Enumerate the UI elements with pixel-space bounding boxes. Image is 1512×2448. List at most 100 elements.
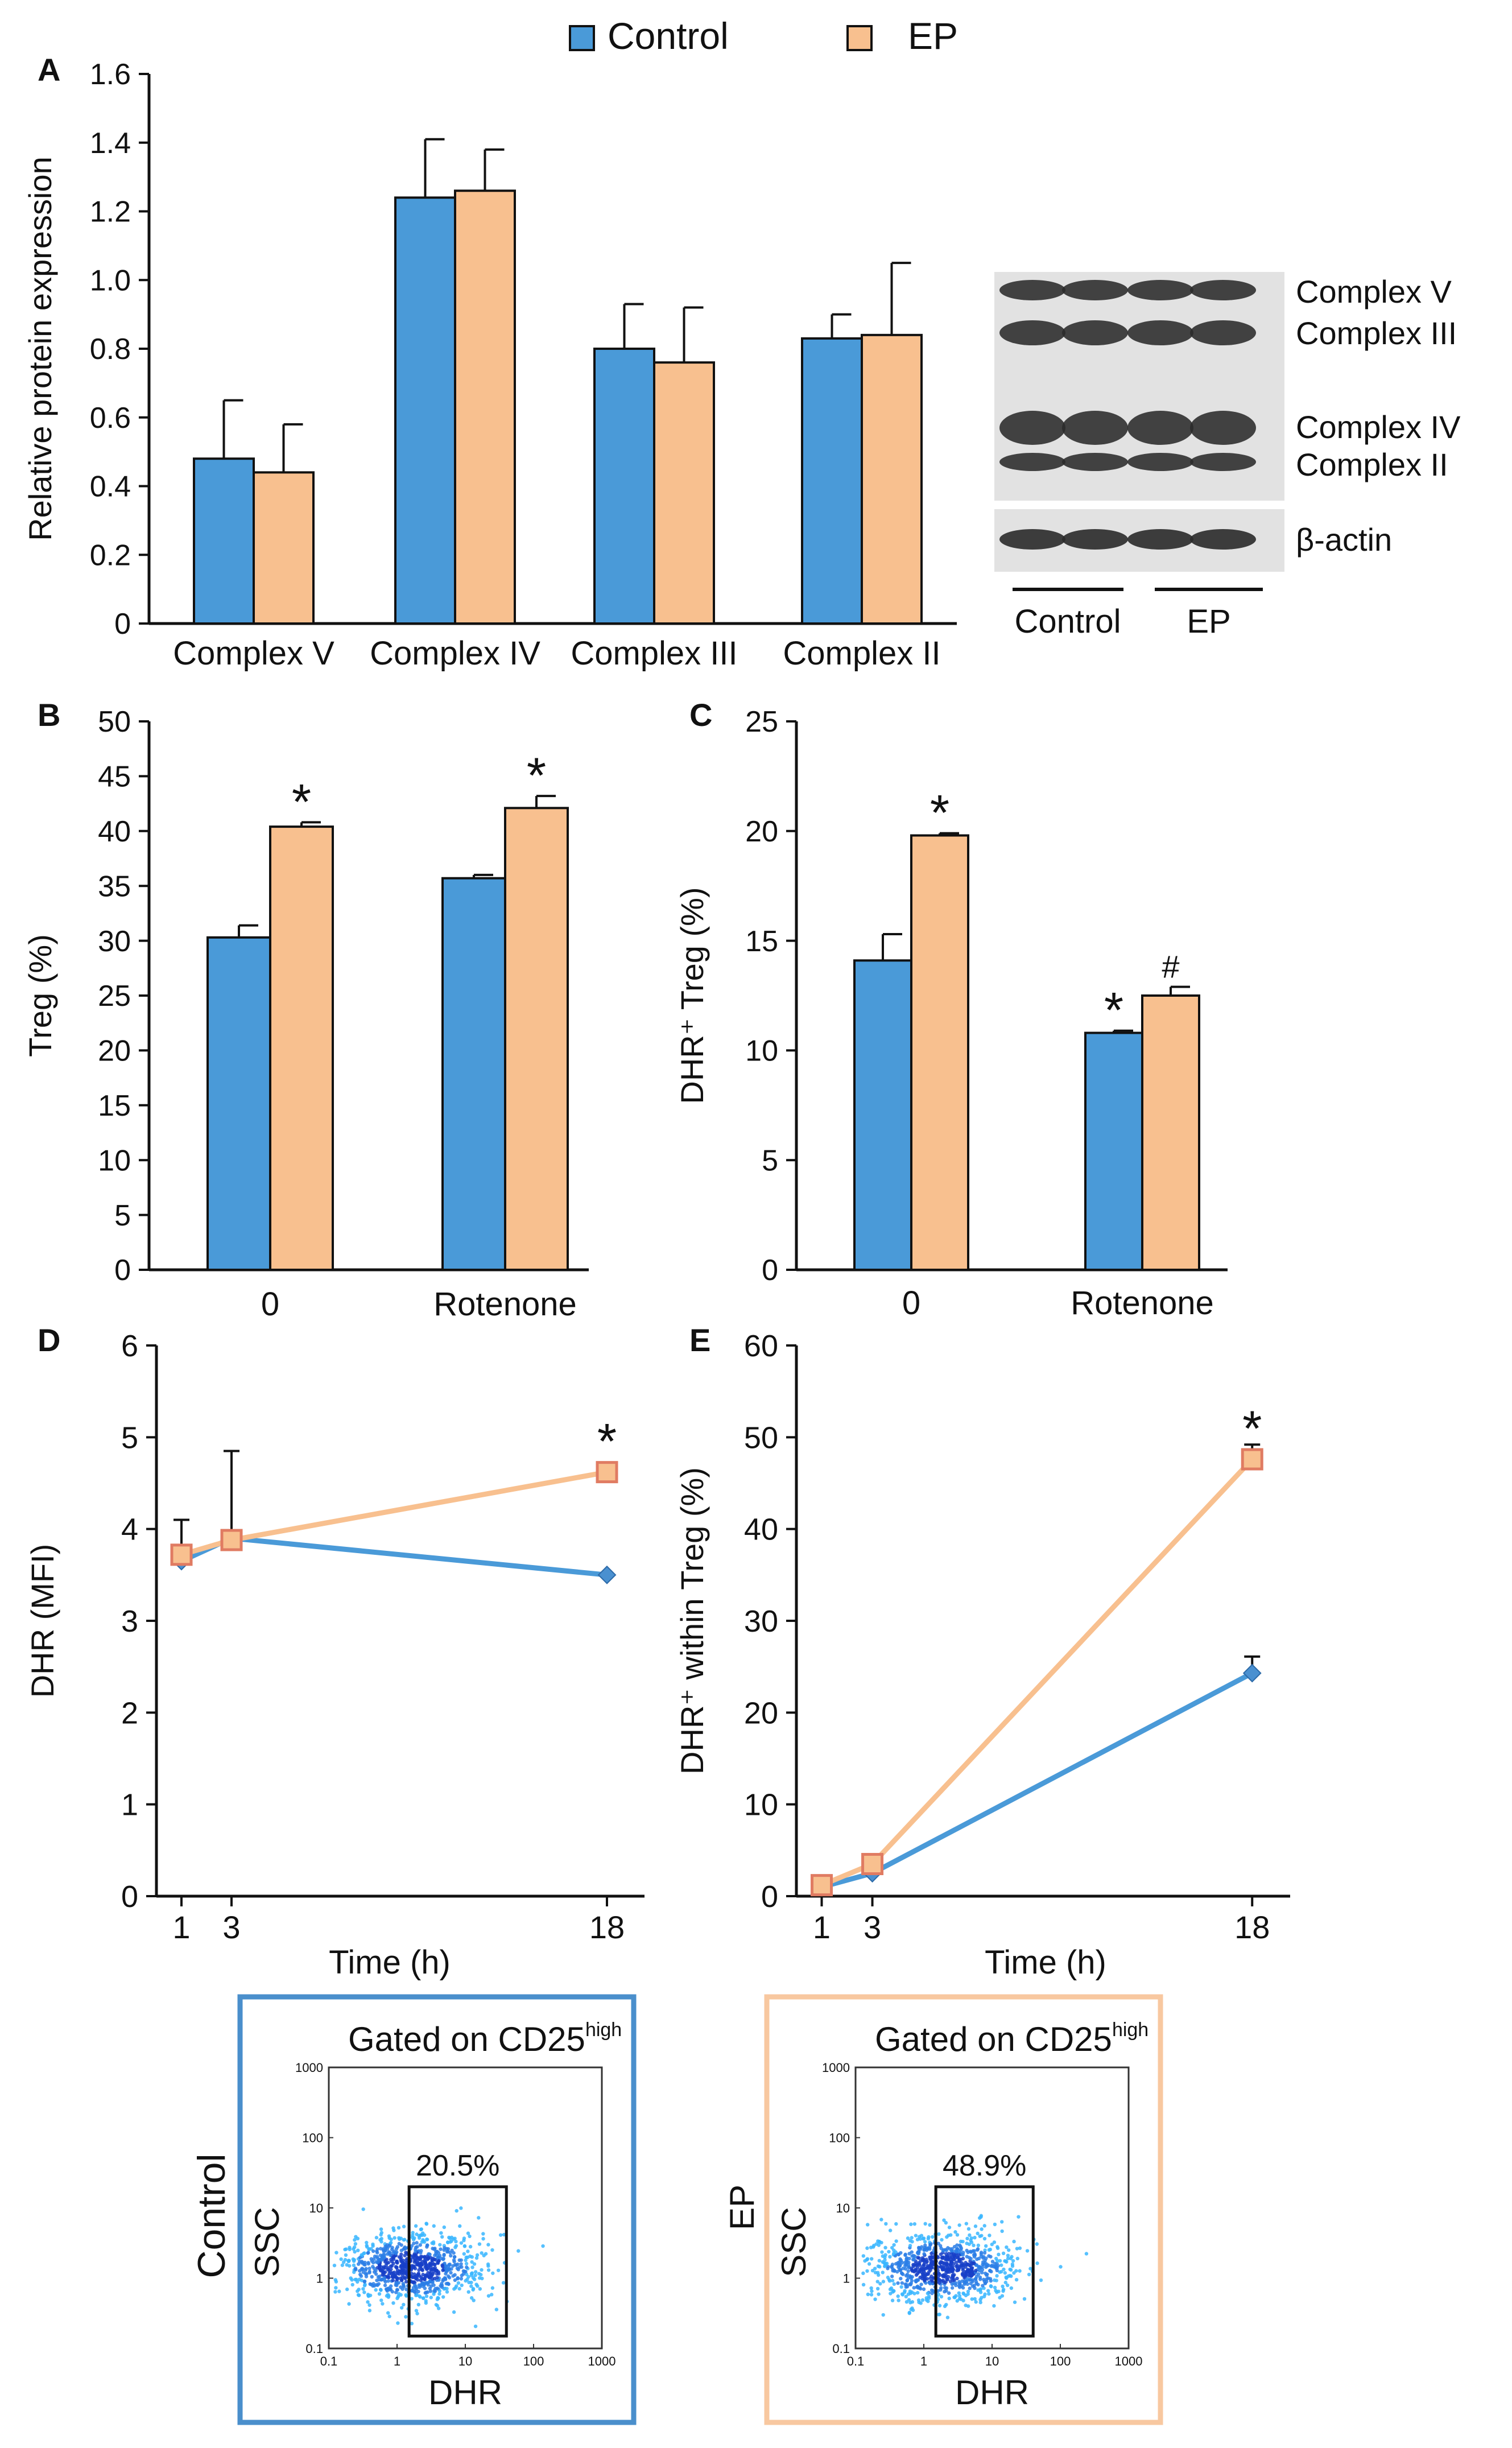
flow-event [1003, 2259, 1008, 2263]
flow-event [957, 2294, 962, 2298]
flow-event [414, 2274, 418, 2278]
flow-event [969, 2236, 974, 2240]
flow-event [962, 2282, 966, 2286]
flow-event [951, 2265, 955, 2269]
flow-event [416, 2289, 420, 2294]
flow-event [894, 2250, 898, 2254]
y-tick-label: 15 [98, 1089, 131, 1122]
series-line-ep [820, 1457, 1254, 1888]
flow-event [361, 2287, 365, 2291]
flow-event [466, 2274, 470, 2279]
flow-event [353, 2249, 357, 2254]
flow-event [869, 2293, 874, 2297]
flow-event [441, 2268, 445, 2272]
bar-control [801, 337, 863, 625]
blot-band-label: β-actin [1296, 522, 1392, 558]
blot-band-actin [1127, 529, 1193, 550]
flow-x-axis-label: DHR [428, 2373, 502, 2412]
flow-event [416, 2302, 421, 2307]
flow-event [373, 2254, 377, 2259]
flow-event [424, 2222, 429, 2226]
flow-event [374, 2236, 379, 2240]
flow-event [976, 2282, 980, 2286]
flow-event [1035, 2242, 1039, 2246]
flow-event [886, 2267, 890, 2271]
flow-event [435, 2286, 439, 2290]
flow-event [949, 2252, 954, 2256]
flow-event [918, 2285, 922, 2290]
flow-event [995, 2261, 999, 2265]
y-tick-label: 2 [121, 1696, 138, 1730]
flow-event [870, 2268, 875, 2273]
flow-event [980, 2227, 984, 2231]
flow-event [360, 2253, 363, 2257]
flow-event [431, 2270, 436, 2274]
flow-event [395, 2265, 399, 2269]
flow-event [973, 2252, 977, 2256]
flow-event [341, 2260, 346, 2264]
flow-event [404, 2287, 408, 2292]
chart-E: 0 10 20 30 40 50 60 1 3 18 DHR⁺ within Treg (%) Tim… [674, 1329, 1290, 1981]
y-axis-label: DHR⁺ within Treg (%) [674, 1467, 710, 1774]
flow-event [396, 2294, 400, 2298]
flow-event [970, 2262, 974, 2266]
marker-ep [170, 1543, 193, 1566]
flow-event [1009, 2274, 1013, 2278]
blot-band-actin [1190, 529, 1256, 550]
flow-event [978, 2288, 982, 2292]
flow-event [464, 2258, 468, 2263]
flow-event [943, 2289, 947, 2294]
flow-event [939, 2288, 943, 2292]
flow-event [992, 2278, 997, 2282]
y-tick-label: 50 [744, 1421, 778, 1455]
flow-event [997, 2252, 1001, 2257]
flow-event [980, 2265, 985, 2269]
flow-event [412, 2289, 416, 2293]
flow-event [947, 2296, 951, 2301]
flow-event [1039, 2278, 1043, 2282]
flow-event [980, 2271, 984, 2274]
flow-event [437, 2292, 441, 2296]
flow-event [367, 2269, 371, 2274]
flow-event [955, 2263, 960, 2268]
flow-event [981, 2263, 985, 2267]
flow-event [403, 2269, 407, 2273]
flow-event [381, 2273, 385, 2277]
legend: Control EP [569, 15, 958, 57]
flow-event [466, 2249, 470, 2253]
flow-event [999, 2269, 1003, 2274]
flow-event [390, 2275, 394, 2279]
flow-event [947, 2252, 951, 2256]
flow-event [945, 2315, 950, 2319]
flow-event [994, 2265, 998, 2269]
flow-event [381, 2302, 385, 2306]
flow-event [920, 2298, 925, 2302]
flow-event [927, 2235, 931, 2239]
flow-event [453, 2236, 457, 2240]
flow-event [919, 2234, 924, 2238]
flow-event [464, 2269, 468, 2274]
blot-band [999, 280, 1065, 300]
marker-ep [811, 1874, 833, 1897]
flow-event [954, 2294, 958, 2298]
flow-event [876, 2273, 881, 2277]
blot-group-label: Control [1015, 603, 1121, 640]
flow-event [966, 2289, 970, 2294]
flow-event [992, 2303, 996, 2308]
flow-event [978, 2277, 982, 2281]
flow-x-tick-label: 1000 [588, 2354, 616, 2368]
flow-event [389, 2288, 393, 2292]
flow-event [363, 2268, 367, 2272]
y-tick-label: 5 [762, 1144, 778, 1177]
flow-event [453, 2278, 457, 2282]
flow-event [411, 2286, 416, 2290]
flow-event [865, 2246, 869, 2250]
bar-control [593, 348, 655, 625]
flow-event [914, 2234, 918, 2238]
flow-event [1012, 2271, 1016, 2275]
y-tick-label: 4 [121, 1513, 138, 1547]
flow-event [439, 2247, 443, 2251]
flow-event [959, 2246, 964, 2251]
flow-event [912, 2257, 916, 2261]
flow-event [1007, 2248, 1011, 2252]
